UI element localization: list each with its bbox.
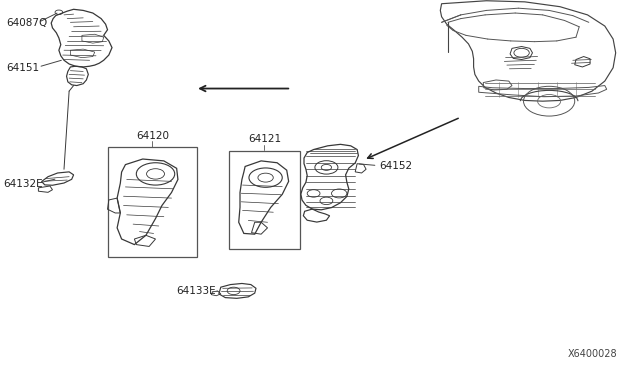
Text: 64151: 64151 [6,63,40,73]
Text: 64132E: 64132E [3,179,43,189]
Text: 64120: 64120 [136,131,169,141]
Bar [108,147,197,257]
Bar [229,151,300,249]
Text: 64121: 64121 [248,134,281,144]
Text: 64087Q: 64087Q [6,18,47,28]
Text: 64133E: 64133E [176,286,216,296]
Text: 64152: 64152 [379,161,412,171]
Text: X6400028: X6400028 [568,349,618,359]
